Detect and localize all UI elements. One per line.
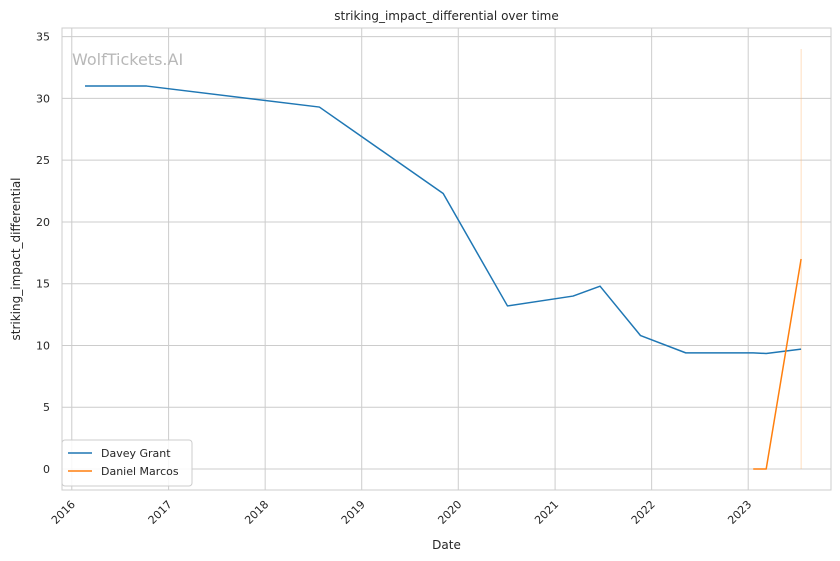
y-tick-label: 25 [36, 154, 50, 167]
legend-box [61, 439, 193, 487]
watermark: WolfTickets.AI [72, 50, 183, 69]
y-tick-label: 35 [36, 31, 50, 44]
series-line-davey-grant [85, 85, 802, 355]
y-tick-label: 0 [43, 463, 50, 476]
y-tick-label: 20 [36, 216, 50, 229]
legend: Davey Grant Daniel Marcos [61, 439, 193, 487]
y-tick-label: 30 [36, 92, 50, 105]
y-tick-label: 15 [36, 278, 50, 291]
y-axis-label: striking_impact_differential [9, 177, 23, 340]
chart-title: striking_impact_differential over time [334, 9, 559, 23]
y-tick-label: 5 [43, 401, 50, 414]
y-tick-labels: 0 5 10 15 20 25 30 35 [36, 31, 50, 476]
series-lines [85, 85, 802, 470]
plot-frame [61, 27, 832, 491]
legend-label: Davey Grant [101, 447, 171, 460]
series-line-daniel-marcos [753, 258, 802, 470]
x-axis-label: Date [432, 538, 461, 552]
legend-label: Daniel Marcos [101, 465, 179, 478]
y-tick-label: 10 [36, 339, 50, 352]
